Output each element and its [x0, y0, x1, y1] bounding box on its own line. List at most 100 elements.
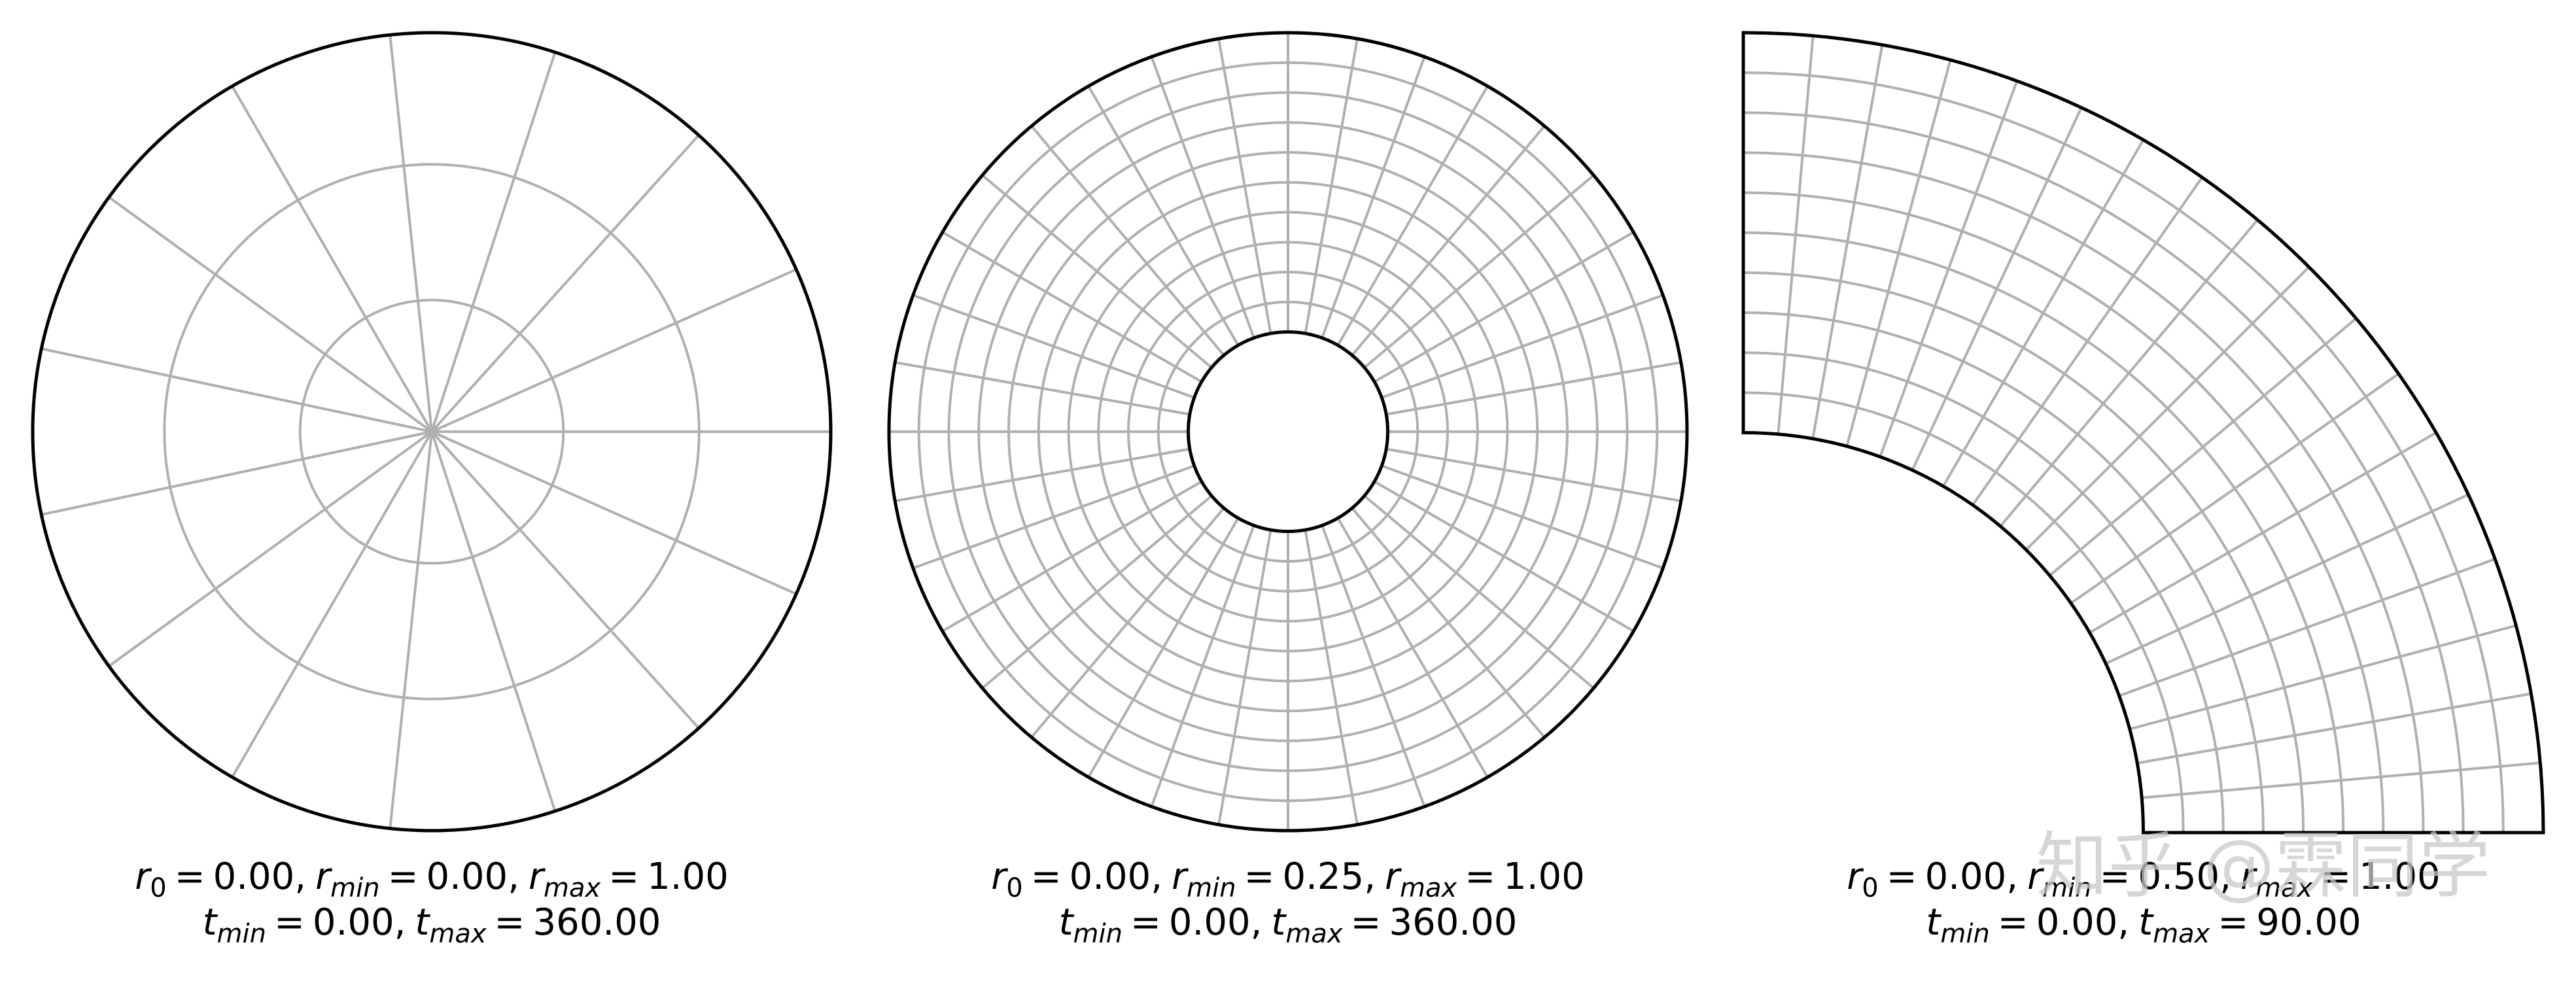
subscript: min — [1940, 919, 1989, 949]
separator: , — [508, 855, 519, 898]
subscript: max — [1400, 873, 1457, 903]
value-label: 0.00 — [1169, 901, 1251, 944]
symbol: t — [2138, 901, 2154, 944]
caption: tmin = 0.00, tmax = 360.00 — [1059, 901, 1518, 949]
grid-spoke — [1087, 517, 1240, 778]
symbol: r — [1847, 855, 1864, 898]
value-label: 360.00 — [1389, 901, 1517, 944]
grid-spoke — [2136, 692, 2532, 765]
subscript: min — [217, 919, 266, 949]
relation: = — [2100, 855, 2131, 898]
caption: r0 = 0.00, rmin = 0.25, rmax = 1.00 — [991, 855, 1585, 903]
relation: = — [495, 901, 525, 944]
grid-spoke — [2118, 557, 2496, 697]
symbol: t — [415, 901, 430, 944]
grid-spoke — [430, 134, 700, 433]
outer-boundary — [31, 31, 833, 833]
grid-spoke — [1381, 464, 1663, 570]
value-label: 0.00 — [313, 901, 394, 944]
caption: tmin = 0.00, tmax = 90.00 — [1926, 901, 2361, 949]
grid-spoke — [1321, 56, 1426, 339]
value-label: 0.00 — [1925, 855, 2007, 898]
grid-spoke — [1336, 517, 1489, 778]
grid-spoke — [430, 430, 700, 729]
grid-spoke — [389, 35, 433, 432]
subscript: min — [1073, 919, 1123, 949]
symbol: r — [135, 855, 152, 898]
relation: = — [388, 855, 419, 898]
inner-boundary — [1187, 330, 1389, 533]
grid-spoke — [1942, 139, 2145, 487]
relation: = — [1130, 901, 1161, 944]
grid-spoke — [1087, 85, 1240, 346]
outer-boundary — [887, 31, 1689, 833]
value-label: 1.00 — [647, 855, 729, 898]
symbol: t — [1059, 901, 1075, 944]
symbol: t — [203, 901, 218, 944]
symbol: r — [2027, 855, 2044, 898]
grid-spoke — [2089, 431, 2437, 634]
value-label: 0.00 — [426, 855, 508, 898]
subscript: 0 — [1006, 873, 1022, 903]
relation: = — [2218, 901, 2248, 944]
outer-boundary — [1743, 31, 2545, 833]
grid-spoke — [1385, 447, 1682, 502]
separator: , — [1151, 855, 1162, 898]
relation: = — [2320, 855, 2351, 898]
symbol: r — [1385, 855, 1402, 898]
grid-spoke — [1879, 80, 2019, 458]
grid-spoke — [1351, 507, 1546, 738]
subscript: max — [544, 873, 600, 903]
value-label: 0.00 — [2036, 901, 2118, 944]
grid-spoke — [2129, 624, 2516, 731]
caption: r0 = 0.00, rmin = 0.50, rmax = 1.00 — [1847, 855, 2441, 903]
symbol: r — [529, 855, 546, 898]
grid-spoke — [1217, 38, 1272, 334]
separator: , — [294, 855, 306, 898]
symbol: r — [1172, 855, 1189, 898]
symbol: t — [1271, 901, 1287, 944]
value-label: 1.00 — [1503, 855, 1585, 898]
relation: = — [1465, 855, 1495, 898]
grid-spoke — [2070, 372, 2399, 604]
value-label: 0.50 — [2138, 855, 2220, 898]
grid-spoke — [981, 494, 1213, 689]
separator: , — [2117, 901, 2129, 944]
grid-spoke — [1150, 525, 1255, 807]
subscript: 0 — [1862, 873, 1878, 903]
grid-spoke — [1304, 529, 1359, 825]
grid-spoke — [1030, 125, 1225, 356]
separator: , — [2219, 855, 2231, 898]
subscript: 0 — [150, 873, 166, 903]
separator: , — [394, 901, 406, 944]
grid-spoke — [389, 431, 433, 829]
grid-spoke — [1336, 85, 1489, 346]
grid-spoke — [981, 174, 1213, 369]
grid-spoke — [2025, 266, 2310, 551]
relation: = — [1351, 901, 1382, 944]
subscript: min — [2042, 873, 2091, 903]
caption: r0 = 0.00, rmin = 0.00, rmax = 1.00 — [135, 855, 729, 903]
grid-spoke — [1030, 507, 1225, 738]
grid-spoke — [431, 268, 797, 433]
grid-spoke — [1381, 294, 1663, 399]
subscript: min — [330, 873, 379, 903]
subscript: max — [1285, 919, 1342, 949]
grid-spoke — [894, 361, 1191, 416]
grid-spoke — [913, 464, 1195, 570]
grid-spoke — [1999, 218, 2259, 527]
grid-spoke — [1150, 56, 1255, 339]
value-label: 0.00 — [1070, 855, 1151, 898]
grid-spoke — [1811, 44, 1884, 440]
grid-spoke — [231, 85, 433, 432]
grid-spoke — [431, 430, 797, 595]
grid-spoke — [1911, 107, 2083, 471]
separator: , — [2006, 855, 2018, 898]
value-label: 90.00 — [2256, 901, 2361, 944]
grid-spoke — [1374, 480, 1635, 632]
grid-spoke — [1363, 494, 1595, 689]
grid-spoke — [1321, 525, 1426, 807]
value-label: 0.25 — [1283, 855, 1365, 898]
relation: = — [175, 855, 205, 898]
